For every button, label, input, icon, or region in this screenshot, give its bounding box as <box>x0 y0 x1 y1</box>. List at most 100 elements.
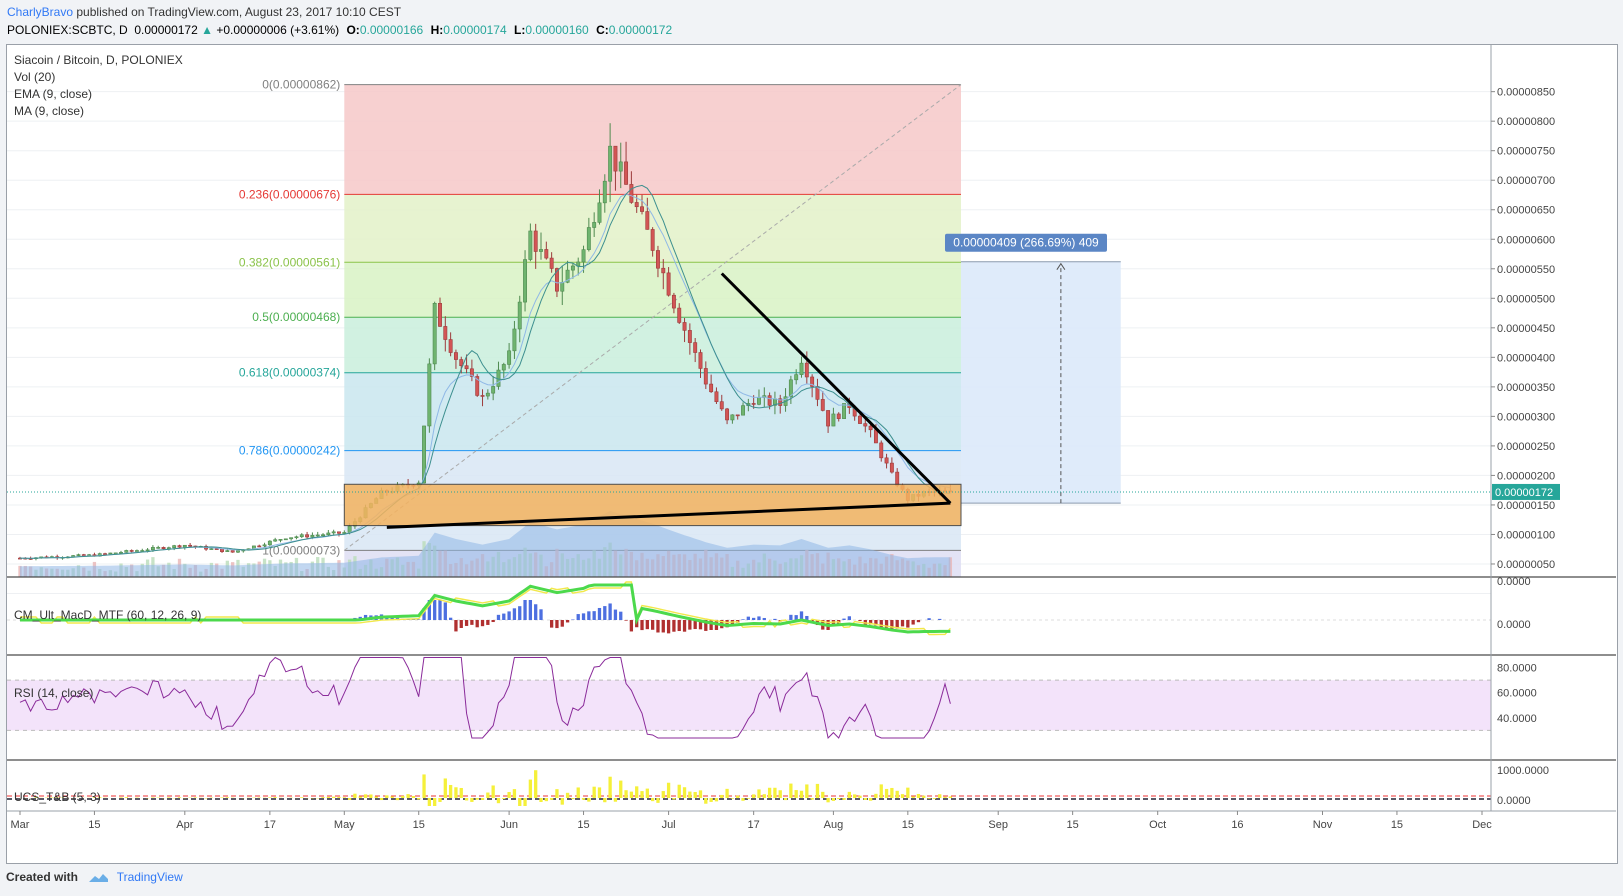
ucs-bar <box>496 798 501 804</box>
candle-body <box>321 534 325 537</box>
candle-body <box>156 547 161 549</box>
moving-averages <box>19 184 951 559</box>
last-price-label: 0.00000172 <box>1495 487 1553 499</box>
ucs-bar <box>884 788 889 798</box>
candle-body <box>161 547 166 550</box>
macd-hist <box>916 620 921 623</box>
ucs-bar <box>635 786 639 798</box>
ucs-bar <box>518 798 522 806</box>
ucs-bar <box>406 794 410 798</box>
candle-body <box>528 230 533 260</box>
ucs-bar <box>693 792 697 798</box>
macd-hist <box>858 620 862 622</box>
ucs-bar <box>486 792 490 798</box>
ucs-bar <box>363 794 368 798</box>
candle-body <box>150 547 155 551</box>
ucs-bar <box>895 790 899 798</box>
time-tick-label: 17 <box>748 819 760 831</box>
macd-hist <box>725 620 729 628</box>
ucs-bar <box>773 787 777 798</box>
price-tick-label: 0.00000100 <box>1497 529 1555 541</box>
tradingview-link[interactable]: TradingView <box>116 870 183 884</box>
ucs-bar <box>714 798 719 802</box>
macd-hist <box>581 613 586 620</box>
macd-hist <box>523 600 527 620</box>
ucs-bar <box>193 797 198 798</box>
time-tick-label: Jun <box>500 819 518 831</box>
macd-hist <box>666 620 671 634</box>
price-tick-label: 0.00000550 <box>1497 264 1555 276</box>
candle-body <box>873 429 878 444</box>
macd-hist <box>895 620 899 629</box>
rsi-band <box>7 680 1491 731</box>
ucs-bar <box>592 786 596 798</box>
ohlc-high: H:0.00000174 <box>430 23 507 37</box>
author-link[interactable]: CharlyBravo <box>7 5 74 19</box>
rsi-tick-label: 40.0000 <box>1497 713 1537 725</box>
time-tick-label: Nov <box>1313 819 1333 831</box>
candle-body <box>342 532 347 534</box>
macd-hist <box>507 611 511 620</box>
fib-label: 0.236(0.00000676) <box>239 187 340 201</box>
candle-body <box>432 303 437 365</box>
ucs-bar <box>177 797 182 798</box>
candle-body <box>209 548 214 550</box>
ucs-bar <box>119 797 123 798</box>
ucs-bar <box>379 798 384 801</box>
macd-hist <box>528 600 533 620</box>
footer-created-with: Created with <box>6 870 79 884</box>
time-tick-label: 15 <box>88 819 100 831</box>
up-arrow-icon: ▲ <box>201 23 214 37</box>
macd-hist <box>565 620 570 623</box>
fib-label: 1(0.00000073) <box>262 543 340 557</box>
candle-body <box>730 414 735 421</box>
fib-label: 0.382(0.00000561) <box>239 255 340 269</box>
ucs-bar <box>927 798 931 799</box>
macd-hist <box>480 620 485 627</box>
candle-body <box>624 161 629 185</box>
candle-body <box>751 403 756 405</box>
legend-vol: Vol (20) <box>14 70 55 84</box>
ucs-bar <box>491 785 495 798</box>
macd-hist <box>682 620 687 632</box>
ucs-bar <box>55 797 59 798</box>
legend-title: Siacoin / Bitcoin, D, POLONIEX <box>14 53 183 67</box>
macd-hist <box>911 620 915 625</box>
macd-tick-label: 0.0000 <box>1497 619 1531 631</box>
candle-body <box>788 379 793 398</box>
ucs-bar <box>640 791 644 798</box>
ucs-bar <box>220 797 224 798</box>
ucs-bar <box>167 797 171 798</box>
macd-hist <box>422 608 426 620</box>
candle-body <box>767 395 772 406</box>
macd-tick-label: 0.0000 <box>1497 576 1531 588</box>
candle-body <box>581 249 586 263</box>
ucs-bar <box>890 787 894 798</box>
ucs-bar <box>470 798 474 802</box>
ucs-bar <box>353 793 357 798</box>
ucs-bar <box>629 791 634 798</box>
macd-hist <box>789 614 793 620</box>
macd-hist <box>539 609 543 620</box>
macd-hist <box>619 611 623 620</box>
candle-body <box>709 383 714 393</box>
candle-body <box>629 184 634 203</box>
macd-hist <box>390 617 394 620</box>
macd-hist <box>587 611 591 620</box>
macd-hist <box>900 620 905 627</box>
candle-body <box>650 229 655 251</box>
publish-header: CharlyBravo published on TradingView.com… <box>7 4 401 20</box>
candle-body <box>565 269 570 283</box>
candle-body <box>347 525 352 533</box>
macd-hist <box>464 620 469 626</box>
candle-body <box>714 391 719 402</box>
ucs-bar <box>571 798 575 800</box>
candle-body <box>422 425 426 484</box>
macd-hist <box>640 620 644 631</box>
ohlc-low: L:0.00000160 <box>513 23 589 37</box>
fib-band <box>344 262 961 318</box>
candle-body <box>533 230 538 252</box>
candle-body <box>794 374 799 381</box>
price-tick-label: 0.00000700 <box>1497 175 1555 187</box>
